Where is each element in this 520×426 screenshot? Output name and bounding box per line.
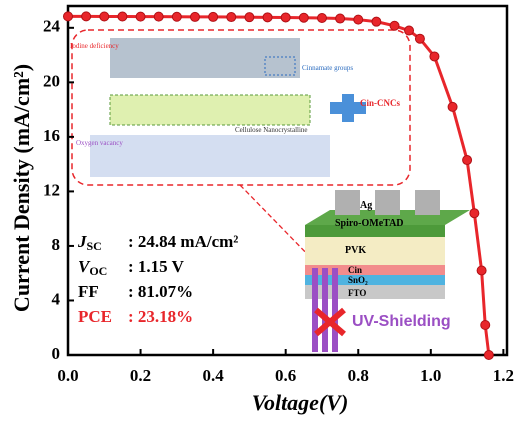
annotation: FF [78,282,99,301]
spiro-layer [305,225,445,237]
y-tick-label: 12 [43,180,60,199]
data-point [262,12,273,23]
y-tick-label: 4 [52,289,61,308]
data-point [63,11,73,22]
x-tick-label: 1.0 [420,366,441,385]
y-axis-label: Current Density (mA/cm²) [9,64,34,312]
crystal-bottom [90,135,330,177]
sno2-layer [305,275,445,285]
device-inset [239,184,470,352]
data-point [298,12,309,23]
annotation-value: : 81.07% [128,282,193,301]
annotation-symbol: PCE [78,307,112,326]
data-point [189,11,200,22]
uv-arrow [322,268,328,352]
ag-bar [335,190,360,215]
data-point [117,11,128,22]
x-tick-label: 1.2 [493,366,514,385]
plot-frame [66,4,509,357]
uv-arrow [332,268,338,352]
data-point [280,12,291,23]
data-point [244,12,255,23]
x-tick-label: 0.2 [130,366,151,385]
data-point [226,12,237,23]
inset-label: Iodine deficiency [70,42,119,50]
layer-label: FTO [348,288,366,298]
jv-curve [68,14,491,356]
data-point [335,13,346,24]
data-point [447,101,458,112]
data-point [404,25,415,36]
x-tick-label: 0.8 [348,366,369,385]
data-point [389,20,400,31]
layer-label: SnO₂ [348,275,368,285]
y-tick-label: 0 [52,344,61,363]
data-point [99,11,110,22]
pvk-layer [305,237,445,265]
annotation-symbol: V [78,257,91,276]
inset-label: Cinnamate groups [302,64,353,72]
data-point [81,11,92,22]
fto-layer [305,285,445,299]
inset-label: Cellulose Nanocrystalline [235,126,308,134]
inset-label: Oxygen vacancy [76,139,123,147]
callout-line [239,184,316,263]
data-point [371,16,382,27]
annotation-value: : 23.18% [128,307,193,326]
annotation-symbol: FF [78,282,99,301]
annotation: PCE [78,307,112,326]
annotation-sub: OC [89,264,107,278]
annotation: JSC [77,232,102,253]
layer-label: PVK [345,245,366,256]
uv-arrow [312,268,318,352]
data-point [135,11,146,22]
annotation-value: : 24.84 mA/cm² [128,232,238,251]
data-point [208,11,219,22]
layer-label: Ag [360,200,372,211]
x-tick-label: 0.4 [202,366,224,385]
data-point [469,208,480,219]
plus-icon [330,94,366,122]
data-point [171,11,182,22]
data-point [353,14,364,25]
data-point [480,320,491,331]
annotation-value: : 1.15 V [128,257,185,276]
x-tick-label: 0.6 [275,366,296,385]
data-point [429,51,440,62]
layer-label: Spiro-OMeTAD [335,218,404,229]
cross [314,307,346,337]
annotation-symbol: J [77,232,87,251]
y-tick-label: 24 [43,17,61,36]
crystal-top [110,38,300,78]
y-tick-label: 8 [52,235,61,254]
y-tick-label: 16 [43,126,60,145]
inset-label: Cin-CNCs [360,98,401,108]
x-axis-label: Voltage(V) [252,390,349,415]
annotation-sub: SC [87,239,102,253]
data-point [414,33,425,44]
annotation: VOC [78,257,107,278]
ag-bar [375,190,400,215]
data-point [476,265,487,276]
ag-bar [415,190,440,215]
data-point [316,12,327,23]
data-point [153,11,164,22]
layer-label: Cin [348,265,362,275]
cin-layer [305,265,445,275]
cnc-band [109,94,311,126]
data-point [483,350,494,360]
structure-inset [71,29,411,186]
inset-frame [71,29,411,186]
data-point [462,155,473,166]
uv-label: UV-Shielding [352,313,451,330]
y-tick-label: 20 [43,71,60,90]
x-tick-label: 0.0 [57,366,78,385]
